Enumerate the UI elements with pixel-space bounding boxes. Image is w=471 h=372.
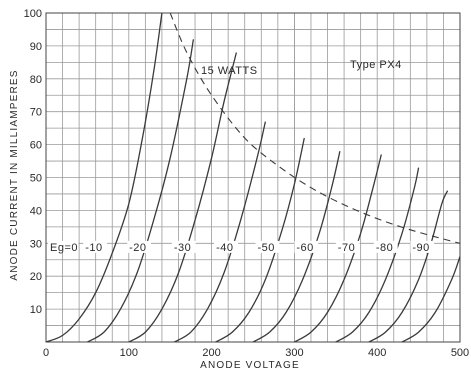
bias-label-bg [127, 240, 151, 253]
bias-label: Eg=0 [50, 242, 78, 254]
x-axis-label: ANODE VOLTAGE [200, 360, 300, 371]
bias-label: -70 [338, 242, 355, 254]
curve-70 [335, 167, 420, 342]
x-tick-label: 200 [202, 347, 220, 359]
bias-label: -10 [85, 242, 102, 254]
curve-50 [252, 151, 341, 342]
x-tick-label: 0 [43, 347, 49, 359]
y-tick-label: 90 [30, 41, 42, 53]
y-tick-label: 30 [30, 238, 42, 250]
bias-label: -90 [412, 242, 429, 254]
y-tick-label: 20 [30, 271, 42, 283]
dissipation-label: 15 WATTS [201, 65, 258, 77]
x-tick-label: 500 [451, 347, 469, 359]
bias-label-bg [294, 240, 319, 253]
y-tick-label: 80 [30, 74, 42, 86]
x-tick-label: 300 [285, 347, 303, 359]
curve-30 [173, 121, 267, 342]
type-label: Type PX4 [350, 59, 402, 71]
bias-label-bg [335, 240, 360, 253]
bias-label: -40 [216, 242, 233, 254]
bias-label: -20 [129, 242, 146, 254]
curve-90 [401, 256, 460, 342]
bias-label-bg [171, 240, 196, 253]
bias-label-bg [255, 240, 280, 253]
y-tick-label: 10 [30, 304, 42, 316]
bias-label-bg [214, 240, 238, 253]
bias-label-bg [48, 240, 79, 253]
curve-15-watts [169, 13, 460, 244]
curve-60 [294, 154, 382, 342]
bias-label-bg [83, 240, 108, 253]
y-tick-label: 60 [30, 140, 42, 152]
bias-label: -60 [296, 242, 313, 254]
y-tick-label: 70 [30, 107, 42, 119]
y-tick-label: 50 [30, 173, 42, 185]
annotations: Type PX4 15 WATTS Eg=0 -10 -20 -30 -40 -50 -60… [48, 59, 435, 254]
tick-labels: 0 100 200 300 400 500 10 20 30 40 50 60 70 80 90 100 [24, 8, 470, 359]
bias-label: -80 [376, 242, 393, 254]
x-tick-label: 100 [120, 347, 138, 359]
bias-label-bg [373, 240, 398, 253]
bias-label: -30 [174, 242, 191, 254]
grid [45, 12, 461, 343]
curve-40 [215, 137, 305, 342]
y-tick-label: 100 [24, 8, 42, 20]
curve-80 [368, 190, 449, 342]
y-tick-label: 40 [30, 205, 42, 217]
bias-label-bg [410, 240, 435, 253]
curve-eg-0 [46, 13, 163, 342]
x-tick-label: 400 [368, 347, 386, 359]
y-axis-label: ANODE CURRENT IN MILLIAMPERES [9, 69, 20, 280]
bias-label: -50 [257, 242, 274, 254]
